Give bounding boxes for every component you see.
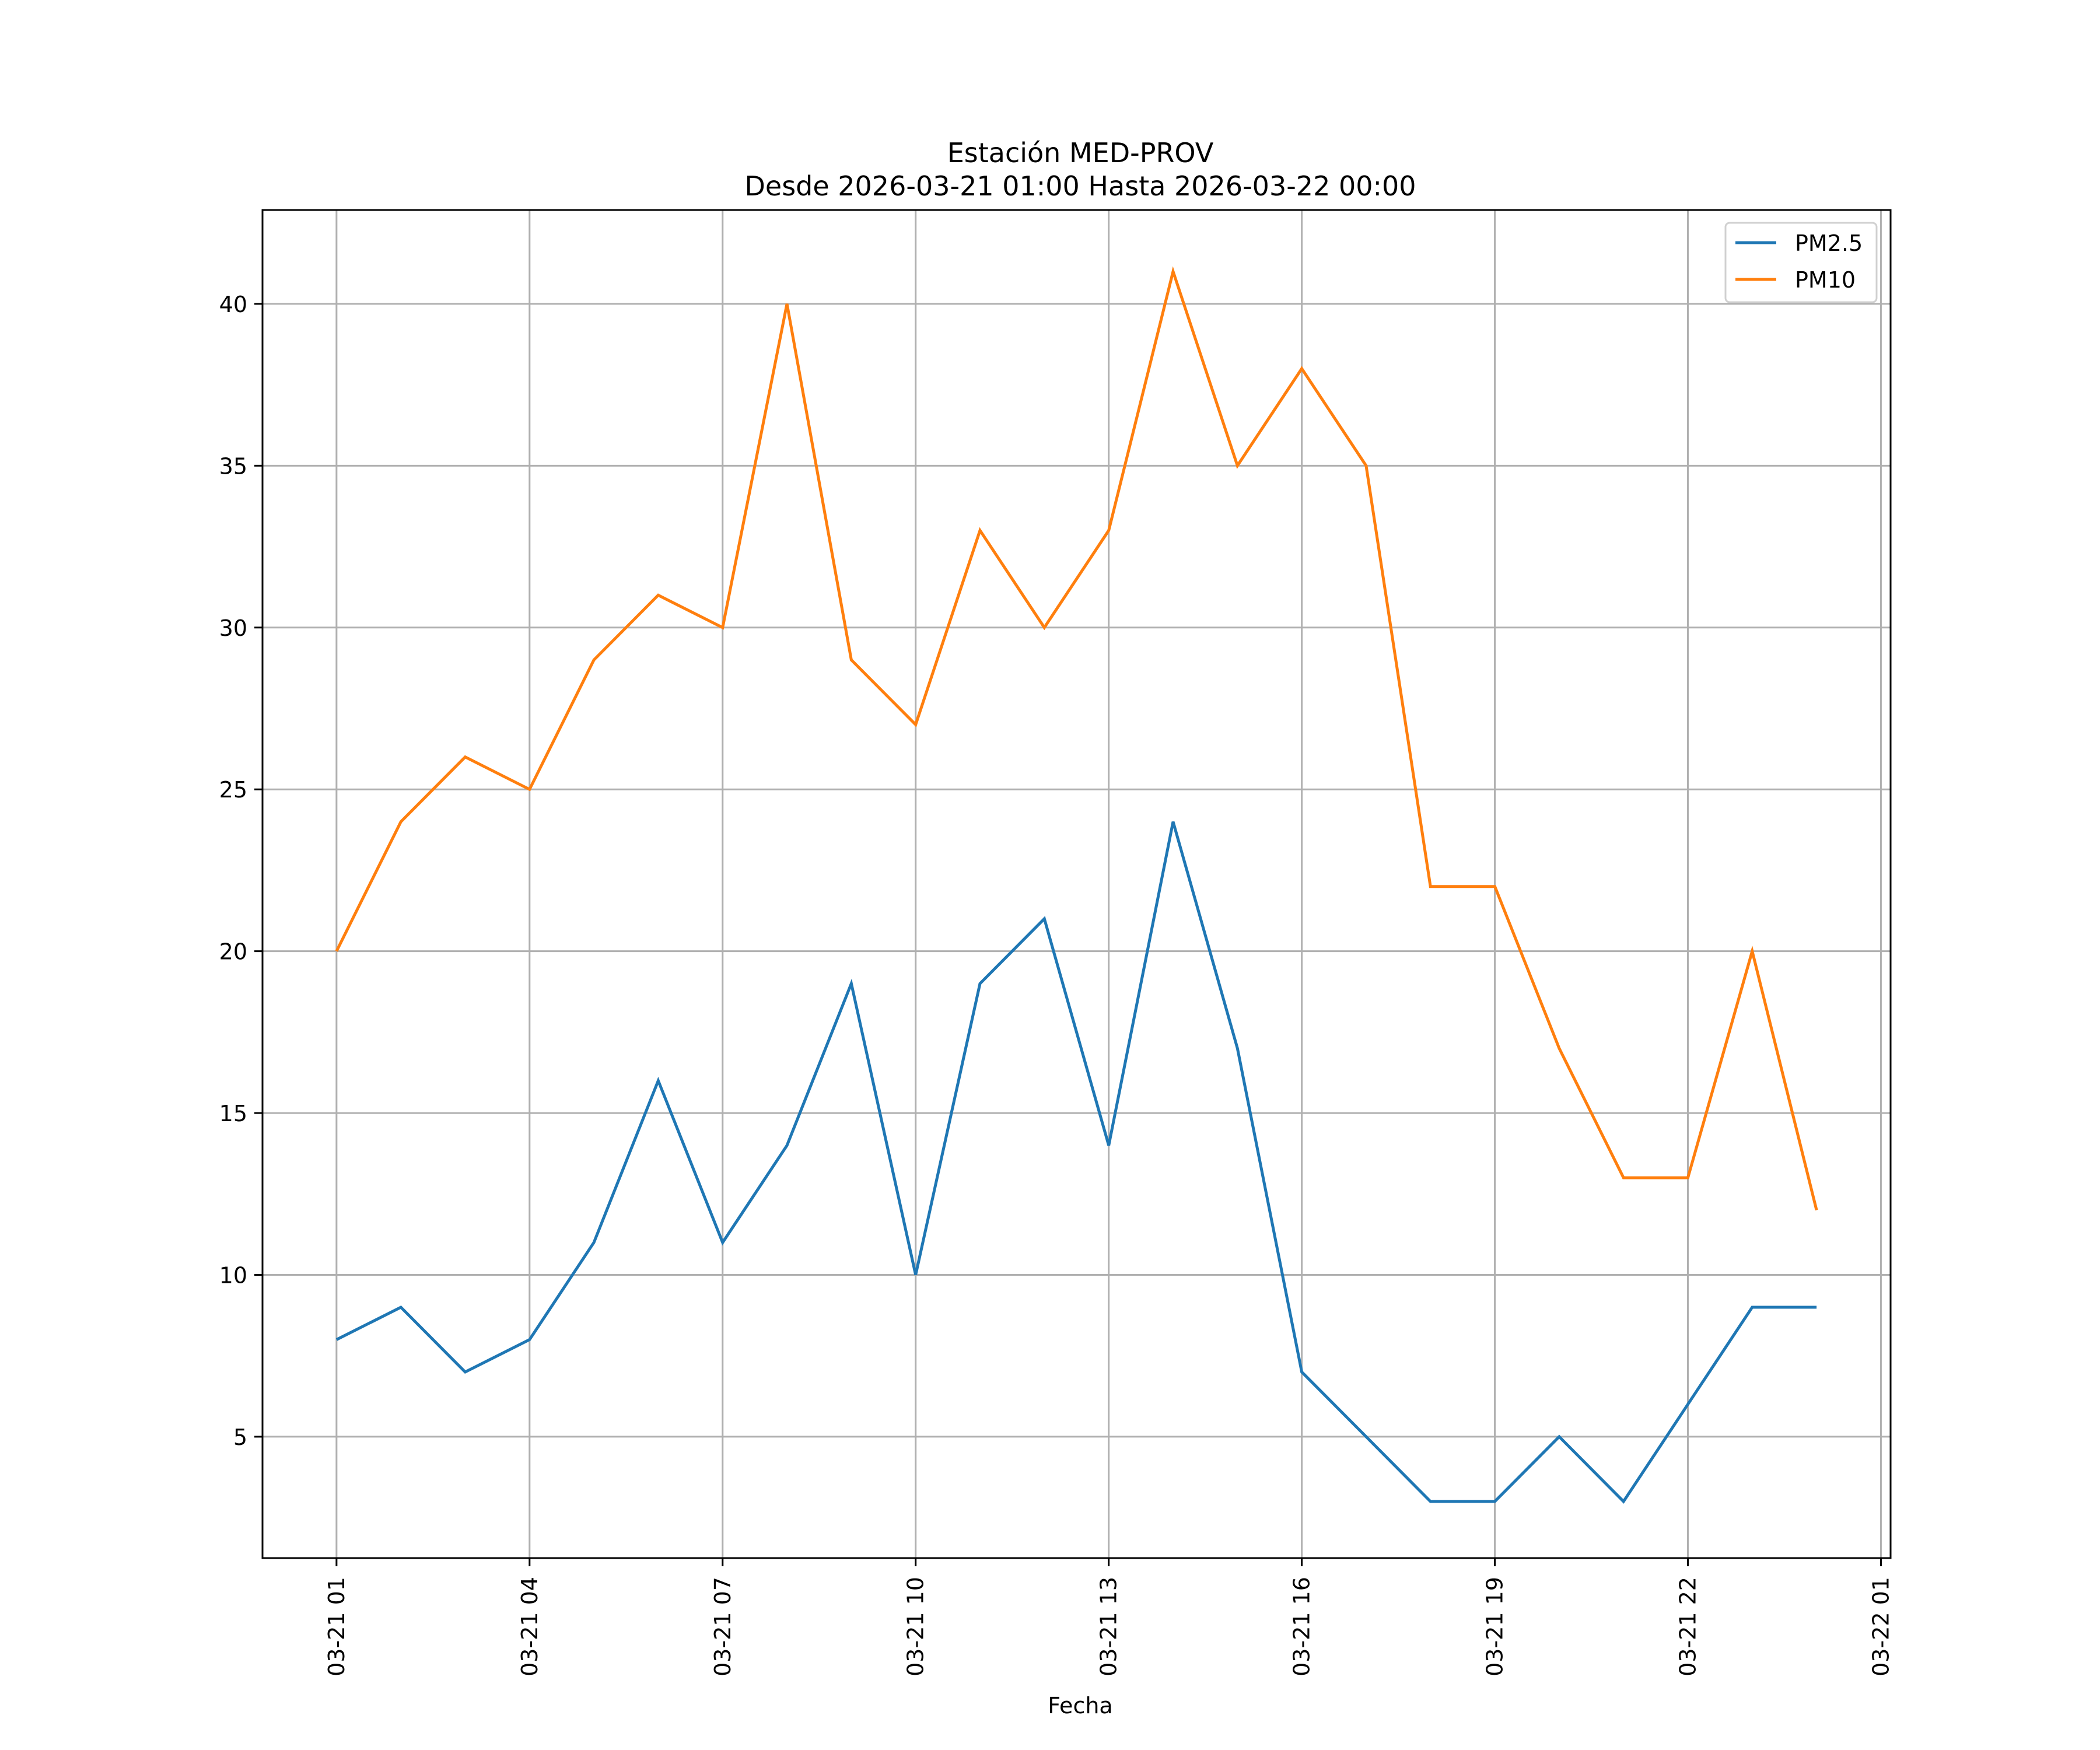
y-axis-ticks: 5 10 15 20 25 30 35 40 <box>219 292 262 1450</box>
y-tick-label: 10 <box>219 1262 247 1288</box>
y-tick-label: 30 <box>219 615 247 641</box>
y-tick-label: 25 <box>219 777 247 803</box>
x-tick-label: 03-21 01 <box>324 1577 349 1676</box>
series-group <box>335 266 1818 1504</box>
y-tick-label: 20 <box>219 939 247 965</box>
grid-lines <box>262 210 1891 1558</box>
x-tick-label: 03-21 04 <box>517 1577 542 1676</box>
legend-label: PM10 <box>1795 267 1856 293</box>
legend[interactable]: PM2.5 PM10 <box>1724 222 1878 303</box>
x-tick-label: 03-21 13 <box>1096 1577 1122 1676</box>
legend-label: PM2.5 <box>1795 230 1863 256</box>
y-tick-label: 15 <box>219 1101 247 1126</box>
x-tick-label: 03-21 10 <box>903 1577 929 1676</box>
x-tick-label: 03-21 19 <box>1482 1577 1508 1676</box>
chart-title-line2: Desde 2026-03-21 01:00 Hasta 2026-03-22 … <box>744 170 1416 202</box>
plot-frame <box>261 209 1892 1559</box>
x-tick-label: 03-21 16 <box>1289 1577 1315 1676</box>
chart-title-line1: Estación MED-PROV <box>947 137 1214 169</box>
x-tick-label: 03-21 07 <box>710 1577 736 1676</box>
series-line-pm25 <box>335 821 1817 1504</box>
x-axis-ticks: 03-21 01 03-21 04 03-21 07 03-21 10 03-21 13… <box>324 1558 1894 1676</box>
x-tick-label: 03-22 01 <box>1868 1577 1894 1676</box>
x-tick-label: 03-21 22 <box>1675 1577 1701 1676</box>
x-axis-label: Fecha <box>1048 1693 1112 1718</box>
y-tick-label: 5 <box>233 1424 247 1450</box>
series-line-pm10 <box>335 266 1818 1211</box>
y-tick-label: 35 <box>219 453 247 479</box>
y-tick-label: 40 <box>219 292 247 317</box>
